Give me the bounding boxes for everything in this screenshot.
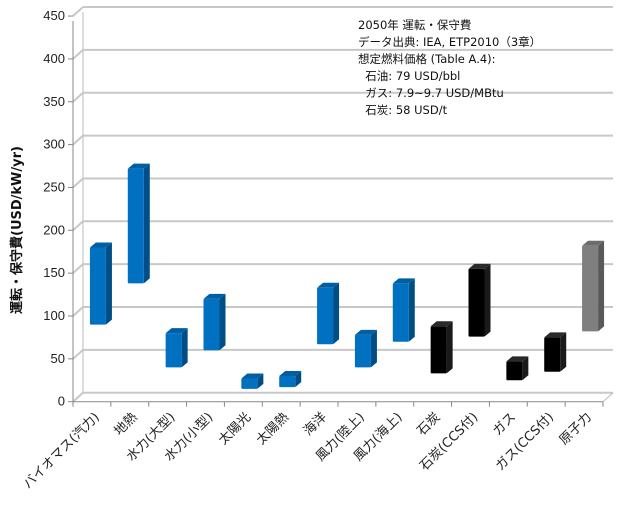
gridline-side (72, 134, 84, 146)
bar-front (165, 333, 182, 368)
bar-side (408, 278, 415, 342)
bar-front (241, 378, 258, 389)
bar-side (143, 163, 150, 284)
x-category-label: 太陽光 (216, 410, 254, 448)
bar-front (279, 375, 296, 388)
annotation-line: 石炭: 58 USD/t (358, 103, 448, 117)
bar-side (105, 242, 112, 325)
range-bar (317, 282, 340, 345)
x-category-label: ガス (490, 410, 519, 439)
y-axis-label: 運転・保守費(USD/kW/yr) (9, 146, 25, 314)
bar-top (89, 242, 112, 248)
bar-side (484, 263, 491, 337)
gridline-side (72, 349, 84, 360)
y-tick-label: 200 (43, 222, 65, 237)
range-bar (203, 293, 226, 351)
range-bar (468, 263, 491, 337)
y-tick-label: 100 (43, 308, 65, 323)
bar-top (203, 293, 226, 299)
gridline-side (72, 306, 84, 317)
bar-side (295, 370, 302, 388)
range-bar (582, 240, 605, 332)
range-bar (279, 370, 302, 388)
range-bar (506, 356, 529, 381)
bar-front (203, 298, 220, 351)
annotation-line: 想定燃料価格 (Table A.4): (358, 52, 496, 66)
annotation-box: 2050年 運転・保守費 データ出典: IEA, ETP2010（3章） 想定燃… (358, 17, 541, 119)
bar-top (544, 332, 567, 338)
annotation-line: 2050年 運転・保守費 (358, 18, 472, 32)
annotation-line: 石油: 79 USD/bbl (358, 69, 461, 83)
bar-front (317, 287, 334, 345)
bar-front (430, 326, 447, 374)
x-category-label: 石炭 (414, 410, 443, 439)
x-category-label: 原子力 (557, 410, 595, 448)
bar-top (506, 356, 529, 362)
y-tick-label: 300 (43, 137, 65, 152)
range-bar (127, 163, 150, 284)
bar-top (582, 240, 605, 246)
bar-side (560, 332, 567, 372)
x-category-label: 地熱 (112, 410, 141, 439)
gridline-side (72, 177, 84, 189)
x-category-label: バイオマス(汽力) (21, 410, 103, 492)
bar-top (392, 278, 415, 284)
bar-side (522, 356, 529, 381)
y-tick-label: 50 (51, 351, 65, 366)
bar-top (241, 373, 264, 379)
y-tick-label: 0 (58, 394, 65, 409)
range-bar (165, 328, 188, 368)
bar-side (370, 329, 377, 368)
bar-front (582, 245, 599, 332)
bar-side (257, 373, 264, 389)
gridline-side (72, 391, 84, 403)
bar-front (392, 283, 409, 342)
annotation-line: データ出典: IEA, ETP2010（3章） (358, 35, 542, 49)
range-bar (392, 278, 415, 342)
bar-top (354, 329, 377, 335)
range-bar (89, 242, 112, 325)
gridline-side (72, 263, 84, 274)
bar-top (317, 282, 340, 288)
x-category-label: 海洋 (301, 410, 330, 439)
y-tick-label: 250 (43, 179, 65, 194)
bar-top (127, 163, 150, 169)
bar-front (544, 337, 561, 372)
bar-front (127, 168, 144, 284)
bar-side (219, 293, 226, 351)
bar-side (181, 328, 188, 368)
range-bar (354, 329, 377, 368)
bar-top (279, 370, 302, 376)
bar-side (333, 282, 340, 345)
bar-front (506, 361, 523, 381)
x-category-label: 太陽熱 (254, 410, 292, 448)
bar-top (165, 328, 188, 334)
y-tick-label: 450 (43, 8, 65, 23)
bar-front (354, 334, 371, 368)
range-bar (544, 332, 567, 372)
gridline-side (72, 220, 84, 232)
annotation-line: ガス: 7.9~9.7 USD/MBtu (358, 86, 504, 100)
bar-top (430, 321, 453, 327)
bar-front (468, 268, 485, 337)
gridline-side (72, 6, 84, 17)
range-bar (430, 321, 453, 374)
floor-edge (602, 392, 614, 403)
bar-side (446, 321, 453, 374)
y-tick-label: 150 (43, 265, 65, 280)
bar-side (598, 240, 605, 332)
range-bar (241, 373, 264, 389)
y-tick-label: 400 (43, 51, 65, 66)
bar-front (89, 247, 106, 325)
gridline-side (72, 92, 84, 103)
bar-top (468, 263, 491, 269)
y-tick-label: 350 (43, 94, 65, 109)
gridline-side (72, 49, 84, 60)
